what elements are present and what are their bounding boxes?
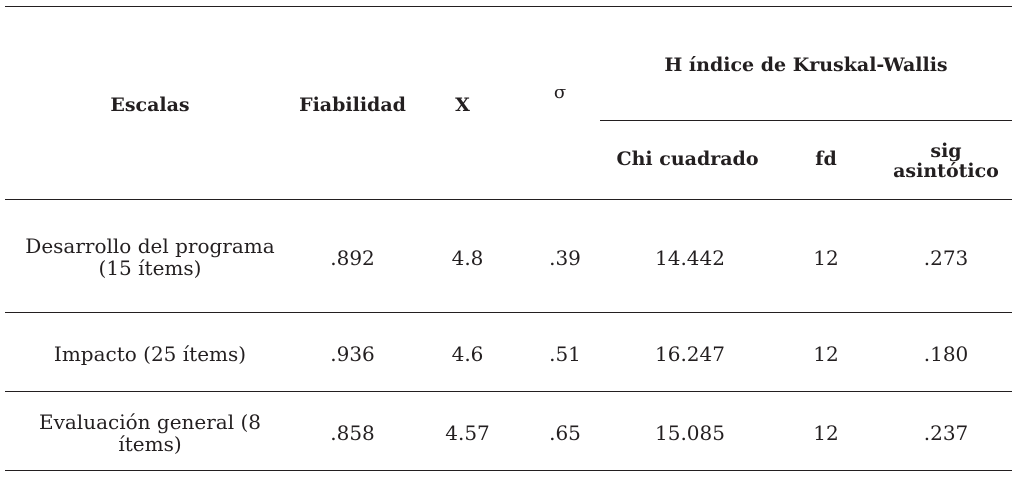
header-fd: fd <box>815 148 837 170</box>
table-row-escala: Impacto (25 ítems) <box>53 342 247 366</box>
table-bottom-rule <box>5 470 1012 471</box>
table-cell-fd: 12 <box>813 246 839 270</box>
table-cell-x: 4.57 <box>445 421 490 445</box>
table-cell-fiabilidad: .936 <box>330 342 375 366</box>
table-cell-x: 4.8 <box>451 246 484 270</box>
table-cell-fd: 12 <box>813 421 839 445</box>
row-1-rule <box>5 312 1012 313</box>
escala-line2: (15 ítems) <box>98 256 202 280</box>
header-sig-line2: asintótico <box>893 160 999 182</box>
table-cell-sigma: .65 <box>549 421 581 445</box>
header-mean-x: X <box>455 94 470 116</box>
table-cell-sig: .237 <box>923 421 969 445</box>
table-cell-fiabilidad: .892 <box>330 246 375 270</box>
table-row-escala: Desarrollo del programa (15 ítems) <box>5 228 295 286</box>
table-cell-sigma: .39 <box>549 246 581 270</box>
table-cell-chi: 15.085 <box>655 421 725 445</box>
header-kruskal-wallis: H índice de Kruskal-Wallis <box>664 54 948 76</box>
table-top-rule <box>5 6 1012 7</box>
table-cell-chi: 14.442 <box>655 246 725 270</box>
table-cell-x: 4.6 <box>451 342 484 366</box>
kruskal-group-rule <box>600 120 1012 121</box>
table-cell-fiabilidad: .858 <box>330 421 375 445</box>
table-row-escala: Evaluación general (8 ítems) <box>38 410 262 456</box>
header-sigma: σ <box>553 82 567 103</box>
header-sig-line1: sig <box>930 140 962 162</box>
header-bottom-rule <box>5 199 1012 200</box>
header-fiabilidad: Fiabilidad <box>299 94 406 116</box>
header-chi-cuadrado: Chi cuadrado <box>616 148 759 170</box>
table-cell-sigma: .51 <box>549 342 581 366</box>
table-cell-sig: .273 <box>923 246 969 270</box>
table-cell-sig: .180 <box>923 342 969 366</box>
row-2-rule <box>5 391 1012 392</box>
header-escalas: Escalas <box>110 94 190 116</box>
table-cell-fd: 12 <box>813 342 839 366</box>
escala-line1: Desarrollo del programa <box>25 234 275 258</box>
header-sig-asintotico: sig asintótico <box>880 134 1012 188</box>
table-cell-chi: 16.247 <box>655 342 725 366</box>
